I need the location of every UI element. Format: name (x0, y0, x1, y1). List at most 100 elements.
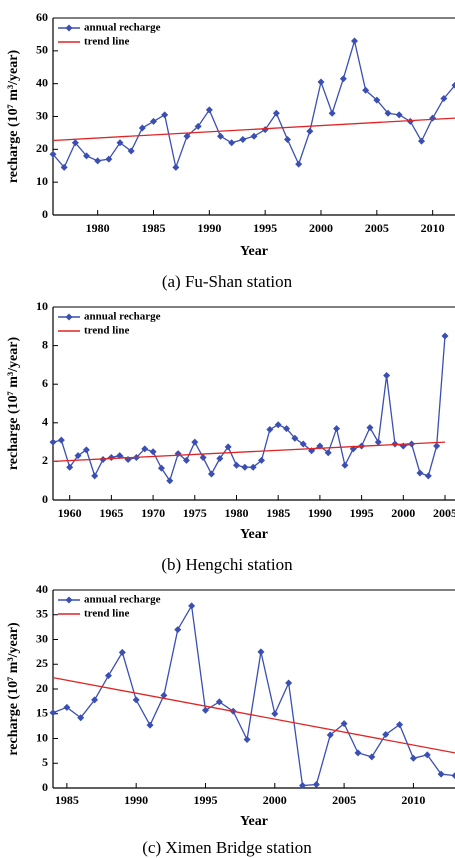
y-tick-label: 4 (42, 415, 48, 429)
data-point (71, 139, 79, 147)
x-tick-label: 1985 (55, 793, 79, 807)
data-point (354, 749, 362, 757)
y-tick-label: 20 (36, 141, 48, 155)
data-point (362, 86, 370, 94)
data-point (351, 37, 358, 45)
data-point (409, 754, 417, 762)
plot: 0 2 4 6 8 10 1960 1965 1970 1975 1980 1985 1990 1995 2… (6, 299, 455, 574)
data-point (66, 463, 74, 471)
x-tick-label: 1990 (197, 221, 221, 235)
y-tick-label: 20 (36, 681, 48, 695)
legend-marker (65, 596, 73, 604)
data-point (201, 706, 209, 714)
legend-label: trend line (84, 608, 129, 620)
data-point (433, 442, 441, 450)
x-tick-label: 1995 (350, 506, 374, 520)
data-point (194, 122, 202, 130)
data-point (285, 679, 293, 687)
data-point (141, 445, 149, 453)
data-point (63, 703, 71, 711)
data-point (150, 117, 157, 125)
x-tick-label: 1980 (86, 221, 110, 235)
legend-label: annual recharge (84, 22, 161, 34)
data-point (441, 332, 449, 340)
x-tick-label: 1995 (193, 793, 217, 807)
y-tick-label: 2 (42, 453, 48, 467)
x-tick-label: 2000 (263, 793, 287, 807)
data-point (172, 163, 180, 171)
y-tick-label: 0 (42, 207, 48, 221)
caption: (c) Ximen Bridge station (142, 838, 312, 857)
data-point (272, 109, 280, 117)
y-tick-label: 10 (36, 730, 48, 744)
legend-label: annual recharge (84, 311, 161, 323)
y-tick-label: 30 (36, 631, 48, 645)
data-point (82, 446, 90, 454)
data-point (191, 438, 199, 446)
data-point (83, 152, 90, 160)
data-point (383, 372, 391, 380)
data-point (424, 472, 432, 480)
plot: 0 5 10 15 20 25 30 35 40 1985 1990 1995 2000 2005 2010… (6, 582, 455, 857)
y-tick-label: 30 (36, 108, 48, 122)
x-tick-label: 1985 (266, 506, 290, 520)
data-point (451, 81, 455, 89)
y-tick-label: 50 (36, 43, 48, 57)
data-point (49, 709, 57, 717)
series-line (52, 603, 455, 787)
data-point (77, 714, 85, 722)
x-tick-label: 2000 (391, 506, 415, 520)
x-tick-label: 2005 (332, 793, 356, 807)
data-point (340, 720, 348, 728)
data-point (384, 109, 392, 117)
data-point (228, 139, 236, 147)
data-point (239, 135, 247, 143)
data-point (312, 781, 320, 789)
data-point (161, 111, 169, 119)
data-point (451, 772, 455, 780)
data-point (217, 132, 224, 140)
data-point (266, 426, 274, 434)
data-point (174, 626, 182, 634)
y-tick-label: 0 (42, 780, 48, 794)
data-point (257, 648, 265, 656)
data-point (49, 438, 57, 446)
data-point (406, 117, 414, 125)
data-point (333, 425, 341, 433)
y-tick-label: 6 (42, 376, 48, 390)
data-point (284, 135, 291, 143)
caption: (b) Hengchi station (161, 555, 293, 574)
data-point (188, 602, 196, 610)
data-point (396, 721, 404, 729)
y-tick-label: 8 (42, 337, 48, 351)
data-point (258, 456, 266, 464)
series-line (52, 676, 455, 754)
y-tick-label: 40 (36, 75, 48, 89)
data-point (146, 721, 154, 729)
data-point (60, 163, 68, 171)
y-tick-label: 10 (36, 174, 48, 188)
data-point (49, 150, 57, 158)
legend-marker (65, 313, 73, 321)
y-tick-label: 5 (42, 755, 48, 769)
data-point (205, 106, 213, 114)
data-point (295, 160, 303, 168)
data-point (299, 440, 307, 448)
y-tick-label: 60 (36, 10, 48, 24)
x-tick-label: 2010 (401, 793, 425, 807)
x-tick-label: 2005 (433, 506, 455, 520)
y-tick-label: 0 (42, 492, 48, 506)
data-point (382, 731, 390, 739)
x-tick-label: 2000 (309, 221, 333, 235)
data-point (261, 126, 269, 134)
data-point (118, 648, 126, 656)
data-point (215, 698, 223, 706)
data-point (416, 469, 424, 477)
data-point (299, 782, 307, 790)
y-tick-label: 25 (36, 656, 48, 670)
x-tick-label: 1970 (141, 506, 165, 520)
data-point (116, 139, 124, 147)
data-point (271, 710, 279, 718)
data-point (317, 78, 325, 86)
data-point (429, 114, 437, 122)
